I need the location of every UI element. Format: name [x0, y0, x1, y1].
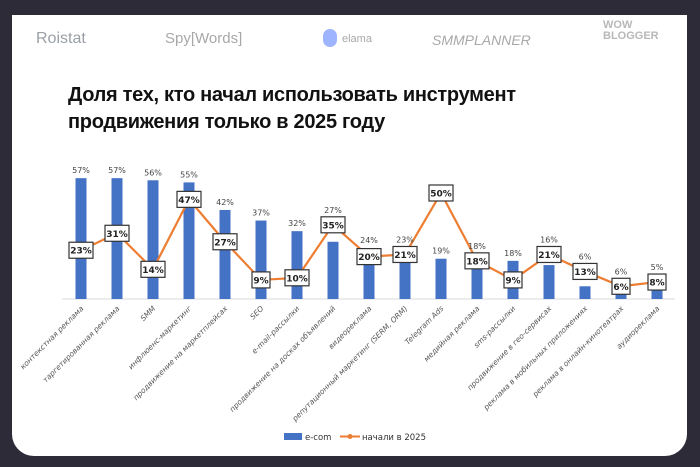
line-label-box — [104, 224, 130, 242]
x-tick-label: инфлюенс-маркетинг — [126, 304, 193, 371]
bar-data-label: 32% — [288, 219, 306, 228]
title-line-2: продвижения только в 2025 году — [68, 111, 385, 133]
line-label-box — [320, 216, 346, 234]
line-label-box — [428, 184, 454, 202]
title-line-1: Доля тех, кто начал использовать инструм… — [68, 84, 516, 106]
bar — [651, 288, 663, 299]
line-label-box — [464, 252, 490, 270]
x-tick-label: таргетированная реклама — [41, 304, 122, 385]
line-data-label: 21% — [538, 251, 560, 261]
bar-data-label: 55% — [180, 170, 198, 179]
legend-label-e-com: e-com — [305, 433, 331, 443]
line-label-box — [212, 233, 238, 251]
bar — [543, 265, 555, 299]
bar — [147, 180, 159, 299]
line-data-label: 20% — [358, 253, 380, 263]
line-data-label: 31% — [106, 230, 128, 240]
line-data-label: 47% — [178, 196, 200, 206]
bar-data-label: 18% — [468, 242, 486, 251]
logo-smmplanner: SMMPLANNER — [432, 32, 531, 48]
line-label-box — [536, 245, 562, 264]
bar-data-label: 5% — [651, 263, 664, 272]
legend-swatch-e-com — [284, 433, 302, 440]
line-label-box — [251, 271, 271, 289]
bar-data-label: 16% — [540, 235, 558, 244]
logo-spywords: Spy[Words] — [165, 30, 243, 47]
line-data-label: 21% — [394, 251, 416, 261]
logo-elama: elama — [342, 33, 372, 45]
line-data-label: 9% — [253, 276, 268, 286]
bar-data-label: 42% — [216, 198, 234, 207]
line-data-label: 9% — [505, 276, 520, 286]
bar — [219, 209, 231, 299]
bar — [363, 248, 375, 299]
line-label-box — [68, 241, 94, 259]
line-label-box — [356, 248, 382, 266]
elama-icon — [323, 29, 337, 47]
bar — [327, 241, 339, 299]
line-data-label: 10% — [286, 274, 308, 284]
logo-wowblogger: WOW BLOGGER — [603, 19, 659, 42]
line-data-label: 6% — [613, 283, 628, 293]
x-tick-label: SMM — [139, 304, 158, 323]
bar — [255, 220, 267, 299]
bar — [291, 231, 303, 299]
line-label-box — [572, 262, 598, 281]
x-tick-label: SEO — [248, 304, 265, 321]
x-tick-label: контекстная реклама — [18, 304, 85, 371]
bar — [435, 258, 447, 299]
line-data-label: 23% — [70, 247, 92, 257]
bar-data-label: 24% — [360, 236, 378, 245]
bar — [471, 260, 483, 299]
line-label-box — [611, 277, 631, 295]
line-label-box — [176, 190, 202, 208]
chart-title: Доля тех, кто начал использовать инструм… — [68, 82, 516, 136]
line-data-label: 14% — [142, 266, 164, 276]
legend-marker — [347, 434, 353, 439]
bar — [75, 178, 87, 299]
line-label-box — [503, 271, 523, 289]
bar-data-label: 6% — [615, 267, 628, 276]
bar-data-label: 18% — [504, 249, 522, 258]
bar — [399, 250, 411, 299]
line-data-label: 50% — [430, 190, 452, 200]
line-label-box — [392, 245, 418, 264]
logo-roistat: Roistat — [36, 30, 86, 47]
line-data-label: 18% — [466, 257, 488, 267]
bar-data-label: 37% — [252, 209, 270, 218]
line-data-label: 35% — [322, 221, 344, 231]
bar — [579, 286, 591, 299]
line-data-label: 8% — [649, 279, 664, 289]
line-label-box — [140, 260, 166, 278]
bar-data-label: 57% — [108, 166, 126, 175]
bar-data-label: 19% — [432, 247, 450, 256]
bar — [183, 182, 195, 299]
legend-label-line: начали в 2025 — [362, 433, 426, 443]
line-label-box — [647, 273, 667, 291]
bar-data-label: 6% — [579, 252, 592, 261]
bar-data-label: 27% — [324, 206, 342, 215]
line-data-label: 27% — [214, 238, 236, 248]
bar-data-label: 23% — [396, 235, 414, 244]
line-data-label: 13% — [574, 268, 596, 278]
bar-data-label: 57% — [72, 166, 90, 175]
line-label-box — [284, 269, 310, 287]
bar-data-label: 56% — [144, 168, 162, 177]
